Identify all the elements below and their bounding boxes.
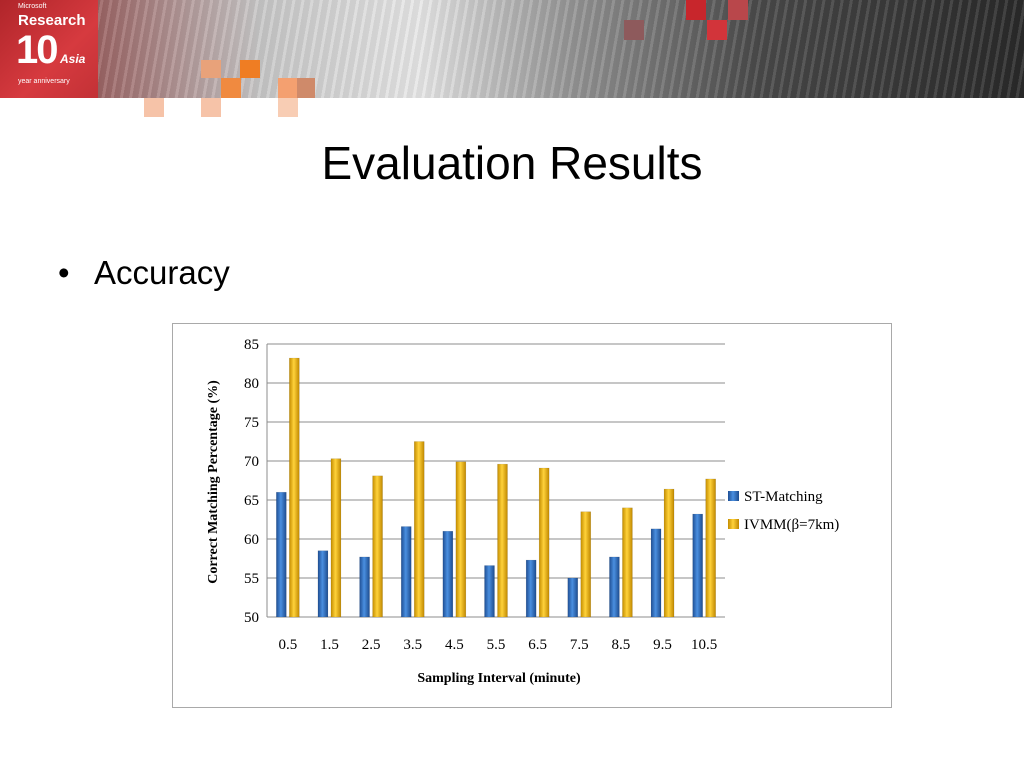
y-tick-label: 80 [244,376,259,392]
bar-st-matching [567,577,579,618]
y-tick-label: 50 [244,610,259,626]
bar-st-matching [525,559,537,618]
deco-square [624,20,644,40]
legend-swatch-ivmm [728,519,739,529]
deco-square [201,60,221,78]
deco-square [221,78,241,98]
bar-st-matching [484,565,495,618]
deco-square [201,98,221,117]
legend-swatch-st-matching [728,491,739,501]
deco-square [278,78,298,98]
y-tick-label: 75 [244,415,259,431]
bar-ivmm [538,467,550,618]
x-tick-label: 4.5 [445,637,464,653]
bar-st-matching [442,530,454,618]
bar-st-matching [317,550,329,618]
bar-ivmm [497,463,508,618]
x-tick-label: 1.5 [320,637,339,653]
legend-label-st-matching: ST-Matching [744,489,823,505]
deco-square [144,98,164,117]
logo-anniversary-text: year anniversary [18,78,70,85]
bar-ivmm [663,488,675,618]
bar-st-matching [692,513,703,618]
y-tick-label: 60 [244,532,259,548]
bar-ivmm [705,478,716,618]
bar-ivmm [622,507,633,618]
bar-st-matching [609,556,620,618]
bar-st-matching [359,556,370,618]
bar-ivmm [580,511,592,618]
logo-research-text: Research [18,12,86,29]
x-tick-label: 2.5 [362,637,381,653]
msra-logo: Microsoft Research 10 Asia year annivers… [0,0,98,98]
y-tick-label: 55 [244,571,259,587]
x-tick-label: 7.5 [570,637,589,653]
logo-asia-text: Asia [60,52,86,66]
logo-microsoft-text: Microsoft [18,3,47,10]
bar-st-matching [400,526,412,618]
x-tick-label: 9.5 [653,637,672,653]
bar-ivmm [413,441,425,618]
x-tick-label: 10.5 [691,637,717,653]
deco-square [728,0,748,20]
bar-st-matching [276,491,287,618]
bar-ivmm [289,357,300,618]
bar-ivmm [372,475,383,618]
x-tick-label: 3.5 [403,637,422,653]
chart-frame: 50 55 60 65 70 75 80 85 0.5 1.5 2.5 3.5 4.5 5.5 6.5 7.5… [172,323,892,708]
slide-title: Evaluation Results [321,137,703,189]
bar-ivmm [455,461,467,618]
y-tick-label: 85 [244,337,259,353]
bullet-dot-icon: • [58,254,70,291]
x-axis-label: Sampling Interval (minute) [417,671,581,686]
bar-chart: 50 55 60 65 70 75 80 85 0.5 1.5 2.5 3.5 4.5 5.5 6.5 7.5… [206,337,839,686]
deco-square [686,0,706,20]
y-tick-label: 65 [244,493,259,509]
bullet-item: • Accuracy [58,254,230,292]
deco-square [278,98,298,117]
deco-square [297,78,315,98]
x-tick-label: 6.5 [528,637,547,653]
x-tick-label: 8.5 [612,637,631,653]
logo-ten-text: 10 [16,28,58,72]
y-tick-label: 70 [244,454,259,470]
y-axis-label: Correct Matching Percentage (%) [206,380,221,584]
banner-rays [0,0,1024,98]
bullet-text: Accuracy [94,254,230,291]
header-banner: Microsoft Research 10 Asia year annivers… [0,0,1024,98]
deco-square [707,20,727,40]
bar-st-matching [650,528,662,618]
x-tick-label: 0.5 [278,637,297,653]
deco-square [240,60,260,78]
x-tick-label: 5.5 [487,637,506,653]
bar-ivmm [330,458,342,618]
legend-label-ivmm: IVMM(β=7km) [744,517,839,533]
